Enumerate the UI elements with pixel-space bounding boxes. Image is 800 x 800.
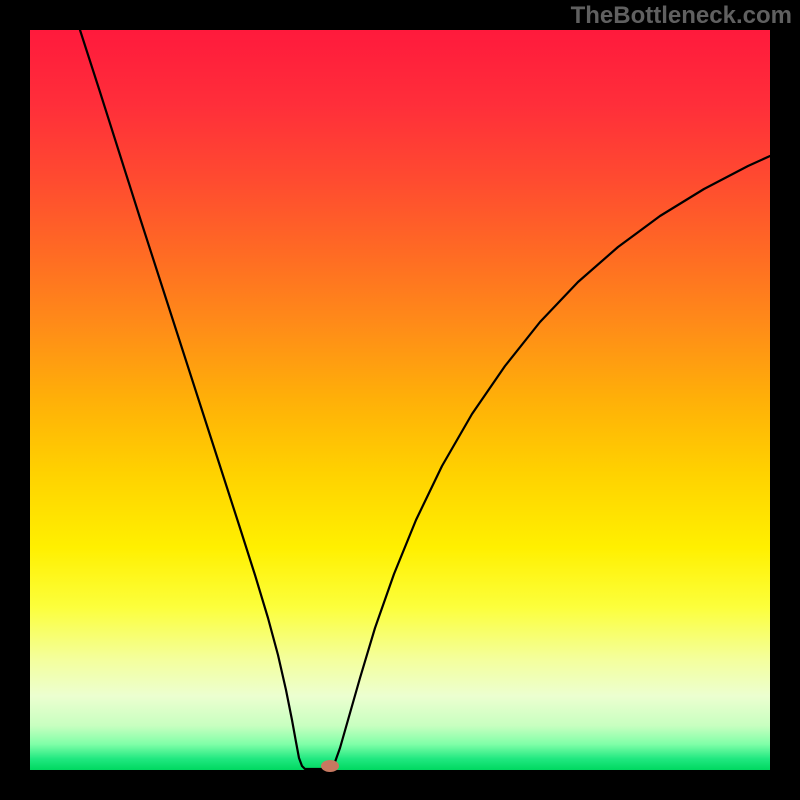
watermark-text: TheBottleneck.com [571,2,792,30]
chart-container: TheBottleneck.com [0,0,800,800]
optimum-marker [321,760,339,772]
plot-background [30,30,770,770]
bottleneck-chart [0,0,800,800]
